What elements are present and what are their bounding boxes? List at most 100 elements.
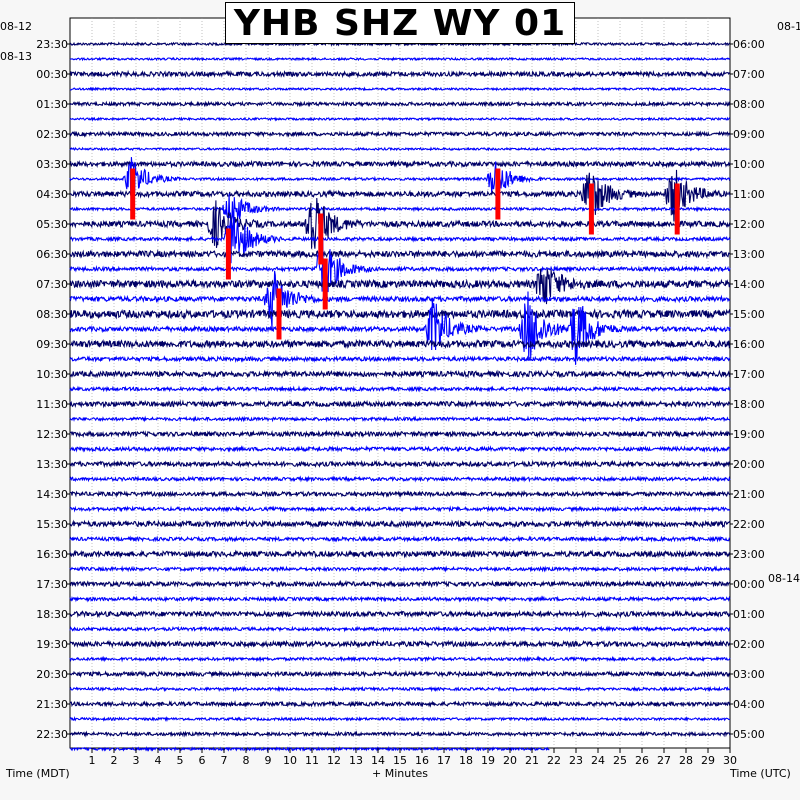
trace-row <box>69 146 731 152</box>
pick-marker <box>318 213 324 265</box>
x-tick-label: 27 <box>657 754 671 767</box>
y-tick-label-left: 09:30 <box>36 338 68 351</box>
trace-row <box>69 249 731 260</box>
y-tick-label-right: 02:00 <box>733 638 765 651</box>
y-tick-label-left: 23:30 <box>36 38 68 51</box>
x-tick-label: 4 <box>155 754 162 767</box>
x-tick-label: 11 <box>305 754 319 767</box>
y-tick-label-left: 11:30 <box>36 398 68 411</box>
y-tick-label-right: 19:00 <box>733 428 765 441</box>
x-tick-label: 26 <box>635 754 649 767</box>
trace-row <box>69 369 731 379</box>
x-tick-label: 18 <box>459 754 473 767</box>
y-tick-label-left: 16:30 <box>36 548 68 561</box>
y-tick-label-right: 11:00 <box>733 188 765 201</box>
y-tick-label-left: 19:30 <box>36 638 68 651</box>
pick-marker <box>674 183 680 235</box>
y-tick-label-right: 23:00 <box>733 548 765 561</box>
pick-marker <box>130 168 136 220</box>
y-tick-label-right: 13:00 <box>733 248 765 261</box>
trace-row <box>69 685 731 693</box>
trace-row <box>70 730 731 738</box>
x-tick-label: 25 <box>613 754 627 767</box>
x-tick-label: 3 <box>133 754 140 767</box>
trace-row <box>69 159 731 169</box>
y-tick-label-left: 10:30 <box>36 368 68 381</box>
left-axis-label: Time (MDT) <box>5 767 70 780</box>
trace-row <box>69 399 731 409</box>
phase-picks <box>130 168 680 340</box>
y-tick-label-right: 03:00 <box>733 668 765 681</box>
y-tick-label-right: 01:00 <box>733 608 765 621</box>
trace-row <box>69 655 731 663</box>
x-tick-label: 13 <box>349 754 363 767</box>
trace-row <box>69 625 731 633</box>
y-tick-label-left: 05:30 <box>36 218 68 231</box>
x-tick-label: 2 <box>111 754 118 767</box>
x-tick-label: 7 <box>221 754 228 767</box>
trace-row <box>69 715 731 723</box>
trace-row <box>69 270 731 329</box>
x-tick-label: 30 <box>723 754 737 767</box>
axis-ticks: 1 2 3 4 5 6 7 8 9 10 11 12 13 14 15 16 17 18 19 20 21 22 23 24 2… <box>36 38 764 767</box>
trace-row <box>69 700 731 708</box>
trace-row <box>69 489 731 499</box>
y-tick-label-left: 14:30 <box>36 488 68 501</box>
y-tick-label-right: 18:00 <box>733 398 765 411</box>
trace-row <box>69 459 731 469</box>
x-tick-label: 5 <box>177 754 184 767</box>
y-tick-label-right: 14:00 <box>733 278 765 291</box>
x-tick-label: 15 <box>393 754 407 767</box>
plot-area <box>69 17 731 749</box>
y-tick-label-left: 22:30 <box>36 728 68 741</box>
y-tick-label-right: 20:00 <box>733 458 765 471</box>
y-tick-label-left: 17:30 <box>36 578 68 591</box>
y-tick-label-right: 16:00 <box>733 338 765 351</box>
y-tick-label-left: 08:30 <box>36 308 68 321</box>
trace-row <box>69 86 731 92</box>
y-tick-label-right: 10:00 <box>733 158 765 171</box>
trace-row <box>69 549 731 559</box>
chart-title: YHB SHZ WY 01 <box>233 2 567 44</box>
x-tick-label: 8 <box>243 754 250 767</box>
trace-row <box>69 385 731 393</box>
x-tick-label: 17 <box>437 754 451 767</box>
trace-row <box>69 69 731 79</box>
x-tick-label: 16 <box>415 754 429 767</box>
right-date-top: 08-1 <box>777 20 800 33</box>
trace-row <box>69 445 731 453</box>
trace-row <box>70 212 731 264</box>
y-tick-label-left: 02:30 <box>36 128 68 141</box>
seismic-traces <box>69 40 731 753</box>
x-tick-label: 14 <box>371 754 385 767</box>
chart-title-box: YHB SHZ WY 01 <box>225 2 575 44</box>
trace-row <box>69 197 731 249</box>
trace-row <box>69 308 731 320</box>
trace-row <box>69 745 550 753</box>
y-tick-label-left: 20:30 <box>36 668 68 681</box>
trace-row <box>69 291 731 365</box>
x-tick-label: 1 <box>89 754 96 767</box>
pick-marker <box>276 288 282 340</box>
x-tick-label: 9 <box>265 754 272 767</box>
y-tick-label-left: 12:30 <box>36 428 68 441</box>
right-date-change: 08-14 <box>768 572 800 585</box>
y-tick-label-right: 09:00 <box>733 128 765 141</box>
trace-row <box>69 505 731 513</box>
x-tick-label: 20 <box>503 754 517 767</box>
y-tick-label-right: 05:00 <box>733 728 765 741</box>
trace-row <box>69 519 731 529</box>
y-tick-label-left: 18:30 <box>36 608 68 621</box>
x-tick-label: 19 <box>481 754 495 767</box>
y-tick-label-left: 13:30 <box>36 458 68 471</box>
trace-row <box>69 579 731 589</box>
trace-row <box>69 609 731 619</box>
x-tick-label: 21 <box>525 754 539 767</box>
trace-row <box>69 338 731 350</box>
trace-row <box>69 193 731 225</box>
x-axis-label: + Minutes <box>372 767 428 780</box>
y-tick-label-right: 15:00 <box>733 308 765 321</box>
right-axis-label: Time (UTC) <box>729 767 791 780</box>
trace-row <box>69 169 731 222</box>
